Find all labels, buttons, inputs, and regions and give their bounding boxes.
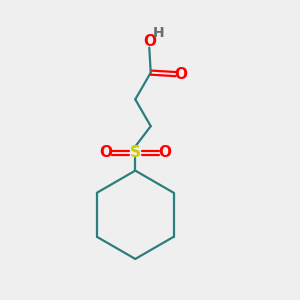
Text: O: O	[175, 67, 188, 82]
Text: S: S	[130, 146, 141, 160]
Text: H: H	[153, 26, 164, 40]
Text: O: O	[158, 146, 171, 160]
Text: O: O	[143, 34, 156, 49]
Text: O: O	[99, 146, 112, 160]
